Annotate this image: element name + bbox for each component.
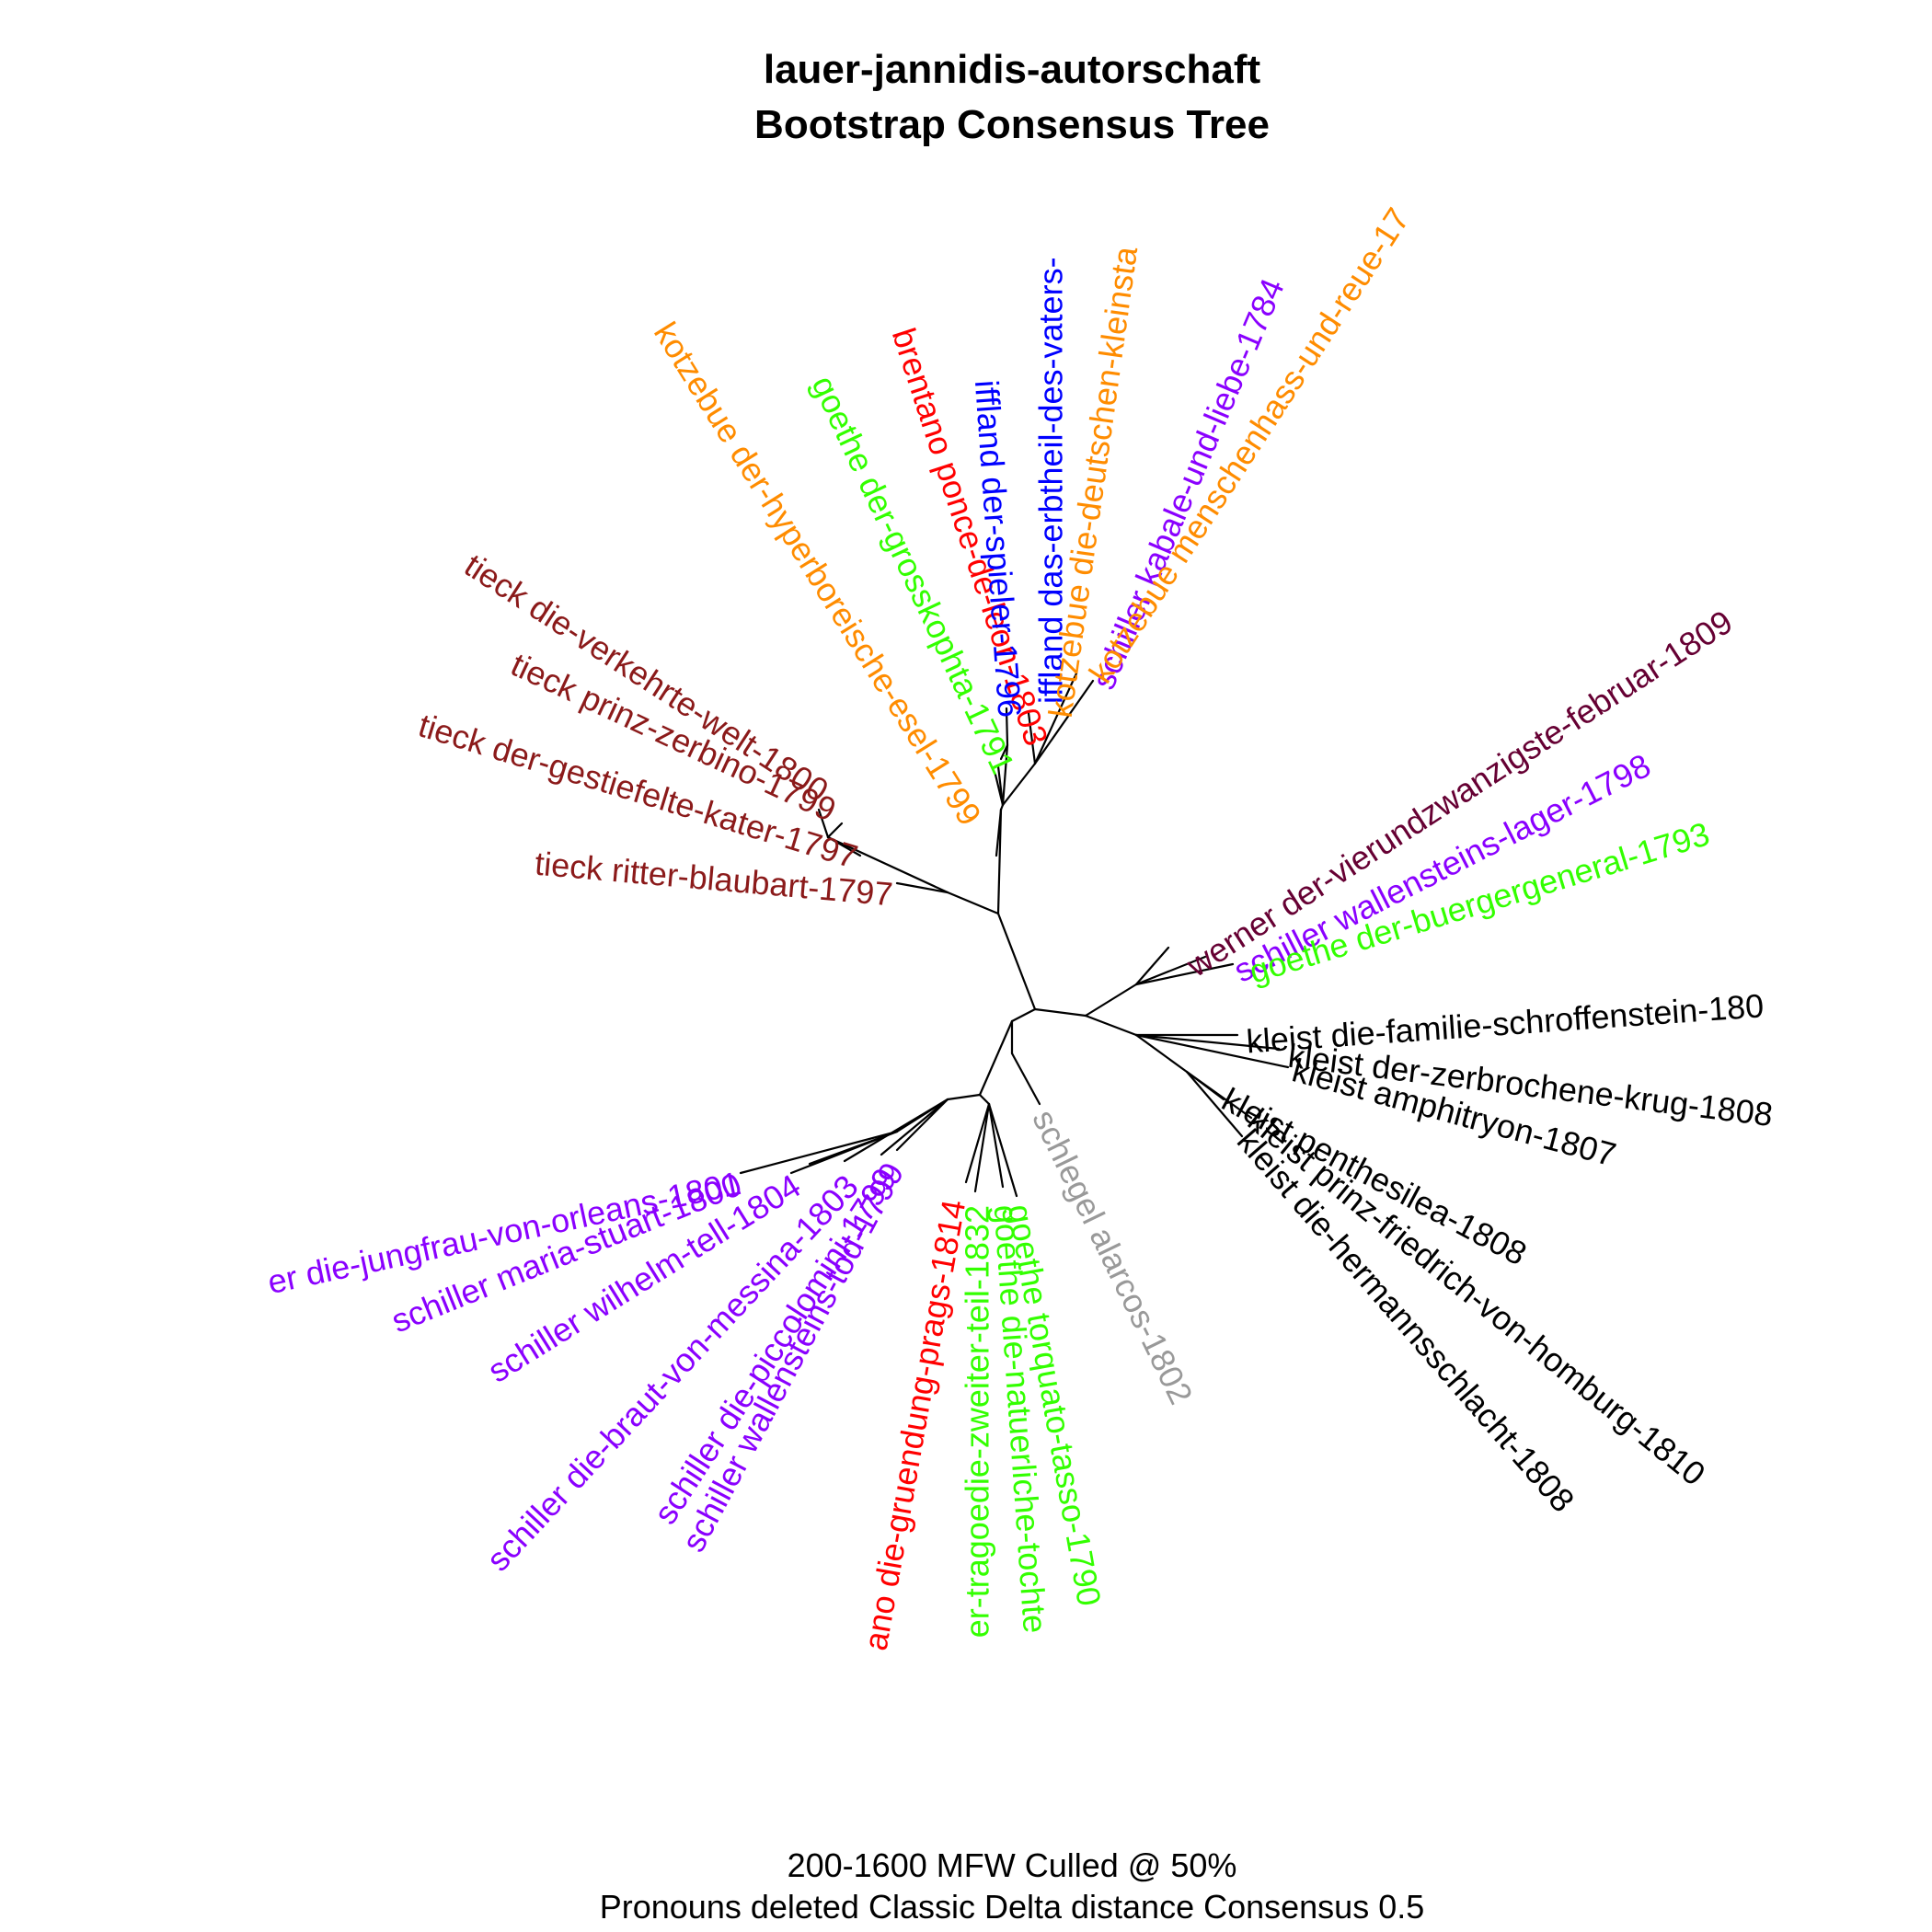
internal-branch: [826, 835, 949, 894]
leaf-branch: [996, 765, 1005, 807]
internal-branch: [1084, 1014, 1138, 1037]
leaf-branch: [817, 808, 830, 839]
leaf-branch: [1185, 1070, 1244, 1138]
leaf-branch: [1033, 679, 1095, 765]
internal-branch: [1001, 743, 1009, 807]
leaf-branch: [895, 881, 949, 894]
internal-branch: [1010, 1007, 1037, 1023]
internal-branch: [1033, 1007, 1087, 1018]
leaf-branch: [826, 835, 862, 857]
internal-branch: [978, 1093, 991, 1106]
leaf-branch: [1134, 955, 1207, 986]
figure-caption-line2: Pronouns deleted Classic Delta distance …: [600, 1888, 1425, 1926]
leaf-branch: [1033, 672, 1078, 765]
figure-caption-line1: 200-1600 MFW Culled @ 50%: [788, 1846, 1237, 1884]
leaf-branch: [739, 1130, 899, 1175]
leaf-branch: [1027, 711, 1037, 765]
internal-branch: [1001, 762, 1037, 807]
internal-branch: [978, 1019, 1014, 1097]
internal-branch: [1134, 1033, 1189, 1074]
leaf-branch: [826, 822, 844, 839]
figure-title-line1: lauer-jannidis-autorschaft: [764, 47, 1261, 92]
leaf-branch: [1005, 707, 1009, 747]
leaf-label: kleist prinz-friedrich-von-homburg-1810: [1241, 1101, 1713, 1493]
leaf-branch: [987, 1102, 1005, 1189]
leaf-branch: [1010, 1052, 1041, 1106]
leaf-branch: [964, 1102, 991, 1184]
leaf-branch: [1134, 946, 1170, 986]
internal-branch: [1084, 983, 1138, 1018]
tree-branches: [739, 672, 1290, 1198]
leaf-label: ano die-gruendung-prags-1814: [857, 1197, 973, 1653]
leaf-branch: [843, 1098, 949, 1163]
figure-title-line2: Bootstrap Consensus Tree: [754, 102, 1270, 147]
leaf-branch: [1134, 1033, 1281, 1051]
leaf-branch: [808, 1130, 899, 1166]
leaf-branch: [1134, 1033, 1290, 1069]
leaf-label: iffland das-erbtheil-des-vaters-: [1032, 257, 1070, 704]
leaf-branch: [880, 1098, 949, 1156]
leaf-branch: [999, 743, 1009, 761]
leaf-branch: [987, 1102, 1018, 1198]
leaf-label: er-tragoedie-zweiter-teil-1832: [959, 1205, 996, 1638]
leaf-branch: [995, 808, 1003, 857]
internal-branch: [946, 891, 1000, 915]
internal-branch: [996, 808, 1003, 915]
leaf-branch: [973, 1102, 991, 1193]
leaf-branch: [1134, 962, 1235, 986]
leaf-branch: [895, 1098, 949, 1152]
leaf-branch: [1185, 1070, 1253, 1120]
internal-branch: [996, 912, 1037, 1011]
tree-leaf-labels: kotzebue der-hyperboreische-esel-1799goe…: [264, 201, 1775, 1653]
internal-branch: [946, 1093, 982, 1101]
